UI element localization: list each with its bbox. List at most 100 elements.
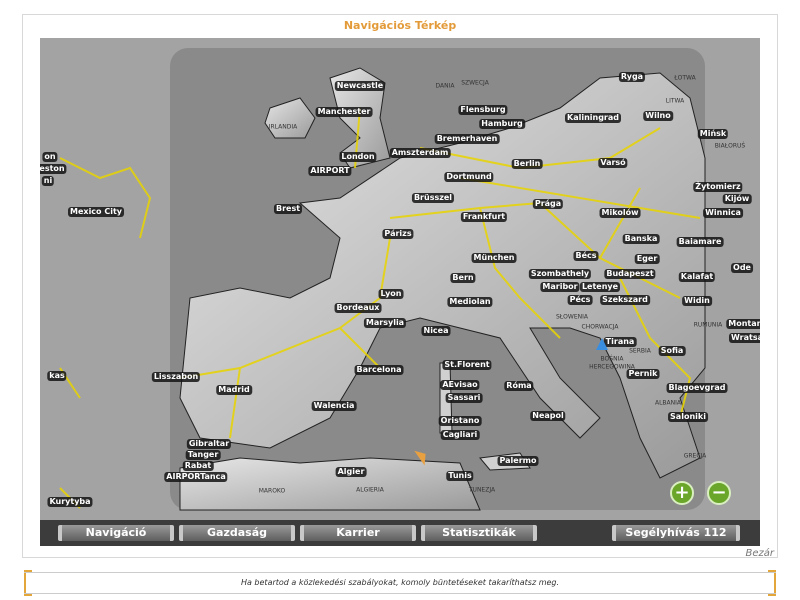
city-label: Marsylia xyxy=(363,318,407,328)
country-label: CHORWACJA xyxy=(581,323,619,331)
city-label: Dortmund xyxy=(444,172,494,182)
city-label: Nicea xyxy=(421,326,451,336)
city-label: Newcastle xyxy=(334,81,386,91)
city-label: Barcelona xyxy=(354,365,404,375)
city-label: Sofia xyxy=(658,346,686,356)
city-label: Brest xyxy=(273,204,303,214)
city-label: St.Florent xyxy=(442,360,492,370)
city-label: Bécs xyxy=(573,251,599,261)
city-label: Kurytyba xyxy=(47,497,93,507)
emergency-call-button[interactable]: Segélyhívás 112 xyxy=(612,525,740,541)
city-label: Varsó xyxy=(598,158,628,168)
city-label: Cagliari xyxy=(440,430,480,440)
city-label: Bordeaux xyxy=(334,303,382,313)
city-label: Ryga xyxy=(618,72,646,82)
city-label: Mediolan xyxy=(447,297,493,307)
tip-text: Ha betartod a közlekedési szabályokat, k… xyxy=(24,572,776,594)
nav-button-karrier[interactable]: Karrier xyxy=(300,525,416,541)
city-label: Kijów xyxy=(722,194,752,204)
city-label: ni xyxy=(41,176,55,186)
city-label: Lisszabon xyxy=(151,372,201,382)
country-label: LITWA xyxy=(665,97,685,105)
ireland xyxy=(264,97,316,139)
city-label: Bremerhaven xyxy=(434,134,500,144)
city-label: Gibraltar xyxy=(186,439,232,449)
city-label: Blagoevgrad xyxy=(666,383,728,393)
city-label: Tirana xyxy=(603,337,637,347)
country-label: HERCEGOWINA xyxy=(589,363,635,371)
city-label: Mińsk xyxy=(697,129,729,139)
city-label: Banska xyxy=(622,234,660,244)
city-label: Pernik xyxy=(626,369,660,379)
country-label: SERBIA xyxy=(629,347,651,355)
zoom-out-button[interactable]: − xyxy=(707,481,731,505)
country-label: BOŚNIA xyxy=(600,355,624,363)
city-label: München xyxy=(471,253,517,263)
player-position-marker xyxy=(596,338,608,350)
city-label: Flensburg xyxy=(458,105,508,115)
city-label: Madrid xyxy=(216,385,252,395)
city-label: Brüsszel xyxy=(411,193,455,203)
city-label: Szekszard xyxy=(600,295,650,305)
city-label: Manchester xyxy=(315,107,373,117)
map-terrain xyxy=(59,48,706,511)
city-label: Kaliningrad xyxy=(564,113,622,123)
country-label: ŁOTWA xyxy=(674,74,696,82)
country-label: SZWECJA xyxy=(461,79,489,87)
close-link[interactable]: Bezár xyxy=(745,548,774,559)
city-label: Szombathely xyxy=(528,269,592,279)
city-label: on xyxy=(42,152,58,162)
city-label: Neapol xyxy=(530,411,566,421)
nav-button-gazdasag[interactable]: Gazdaság xyxy=(179,525,295,541)
city-label: Algier xyxy=(335,467,367,477)
country-label: IRLANDIA xyxy=(268,123,298,131)
city-label: Eger xyxy=(634,254,660,264)
continent xyxy=(179,72,706,479)
city-label: AEvisao xyxy=(440,380,480,390)
country-label: BIAŁORUŚ xyxy=(714,142,746,150)
city-label: Amszterdam xyxy=(389,148,451,158)
city-label: AIRPORTanca xyxy=(164,472,228,482)
tip-bracket-left xyxy=(24,570,32,596)
city-label: Párizs xyxy=(382,229,414,239)
city-label: Mikolów xyxy=(599,208,641,218)
nav-button-statisztikak[interactable]: Statisztikák xyxy=(421,525,537,541)
city-label: kas xyxy=(47,371,67,381)
city-label: Pécs xyxy=(567,295,593,305)
city-label: Frankfurt xyxy=(460,212,508,222)
city-label: Palermo xyxy=(497,456,539,466)
zoom-in-button[interactable]: + xyxy=(670,481,694,505)
city-label: Berlin xyxy=(511,159,543,169)
city-label: Prága xyxy=(532,199,564,209)
bottom-nav-bar: Navigáció Gazdaság Karrier Statisztikák … xyxy=(40,520,760,546)
city-label: London xyxy=(339,152,377,162)
city-label: Mexico City xyxy=(68,207,124,217)
city-label: Widin xyxy=(682,296,712,306)
country-label: TUNEZJA xyxy=(468,486,496,494)
country-label: MAROKO xyxy=(258,487,286,495)
dialog-title: Navigációs Térkép xyxy=(343,19,457,32)
country-label: DANIA xyxy=(435,82,455,90)
city-label: Montana xyxy=(726,319,760,329)
city-label: Winnica xyxy=(703,208,743,218)
country-label: RUMUNIA xyxy=(693,321,723,329)
country-label: GRECJA xyxy=(683,452,707,460)
city-label: Letenye xyxy=(579,282,621,292)
city-label: Oristano xyxy=(438,416,482,426)
city-label: Wratsa xyxy=(728,333,760,343)
city-label: Tunis xyxy=(446,471,474,481)
city-label: Saloniki xyxy=(668,412,708,422)
city-label: AIRPORT xyxy=(308,166,352,176)
city-label: Kalafat xyxy=(678,272,716,282)
city-label: Ode xyxy=(731,263,753,273)
city-label: Sassari xyxy=(445,393,483,403)
city-label: Hamburg xyxy=(479,119,525,129)
nav-button-navigacio[interactable]: Navigáció xyxy=(58,525,174,541)
country-label: ALBANIA xyxy=(654,399,682,407)
city-label: Róma xyxy=(504,381,534,391)
city-label: eston xyxy=(40,164,67,174)
city-label: Budapeszt xyxy=(604,269,656,279)
city-label: Baiamare xyxy=(676,237,724,247)
north-africa xyxy=(179,457,481,511)
navigation-map[interactable]: Newcastle Manchester London AIRPORT Mexico C… xyxy=(40,38,760,520)
